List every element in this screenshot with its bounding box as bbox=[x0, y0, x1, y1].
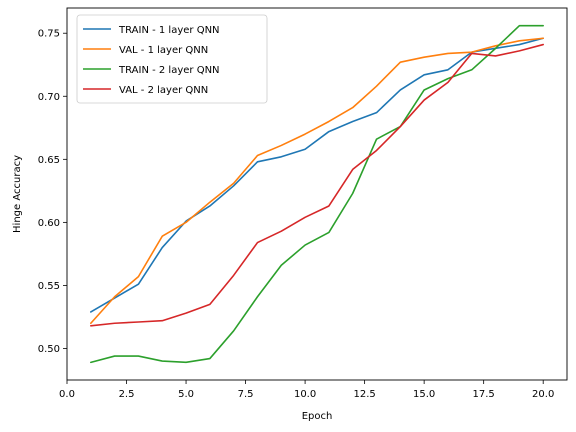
series-layer bbox=[90, 24, 544, 364]
y-tick-label: 0.70 bbox=[38, 92, 60, 103]
x-tick-label: 17.5 bbox=[473, 389, 495, 400]
series-line-2 bbox=[90, 37, 544, 325]
x-tick-label: 2.5 bbox=[119, 389, 135, 400]
legend: TRAIN - 1 layer QNN VAL - 1 layer QNN TRAI… bbox=[76, 14, 268, 104]
y-tick-label: 0.65 bbox=[38, 155, 60, 166]
x-tick-label: 15.0 bbox=[413, 389, 435, 400]
x-tick-label: 20.0 bbox=[532, 389, 554, 400]
y-axis-label: Hinge Accuracy bbox=[12, 155, 23, 233]
legend-label-4: VAL - 2 layer QNN bbox=[119, 85, 208, 96]
y-axis: 0.50 0.55 0.60 0.65 0.70 0.75 bbox=[38, 29, 67, 355]
series-line-3 bbox=[90, 24, 544, 364]
x-tick-label: 5.0 bbox=[178, 389, 194, 400]
legend-label-2: VAL - 1 layer QNN bbox=[119, 45, 208, 56]
x-tick-label: 10.0 bbox=[294, 389, 316, 400]
legend-label-3: TRAIN - 2 layer QNN bbox=[118, 65, 220, 76]
y-tick-label: 0.75 bbox=[38, 29, 60, 40]
x-tick-label: 12.5 bbox=[353, 389, 375, 400]
legend-box bbox=[76, 14, 268, 104]
x-tick-label: 7.5 bbox=[238, 389, 254, 400]
x-axis: 0.0 2.5 5.0 7.5 10.0 12.5 15.0 17.5 20.0 bbox=[59, 380, 554, 400]
y-tick-label: 0.50 bbox=[38, 344, 60, 355]
legend-label-1: TRAIN - 1 layer QNN bbox=[118, 25, 220, 36]
series-line-4 bbox=[90, 43, 544, 327]
y-tick-label: 0.55 bbox=[38, 281, 60, 292]
y-tick-label: 0.60 bbox=[38, 218, 60, 229]
x-tick-label: 0.0 bbox=[59, 389, 75, 400]
x-axis-label: Epoch bbox=[302, 411, 333, 422]
plot-frame bbox=[66, 7, 568, 381]
series-line-1 bbox=[90, 37, 544, 313]
